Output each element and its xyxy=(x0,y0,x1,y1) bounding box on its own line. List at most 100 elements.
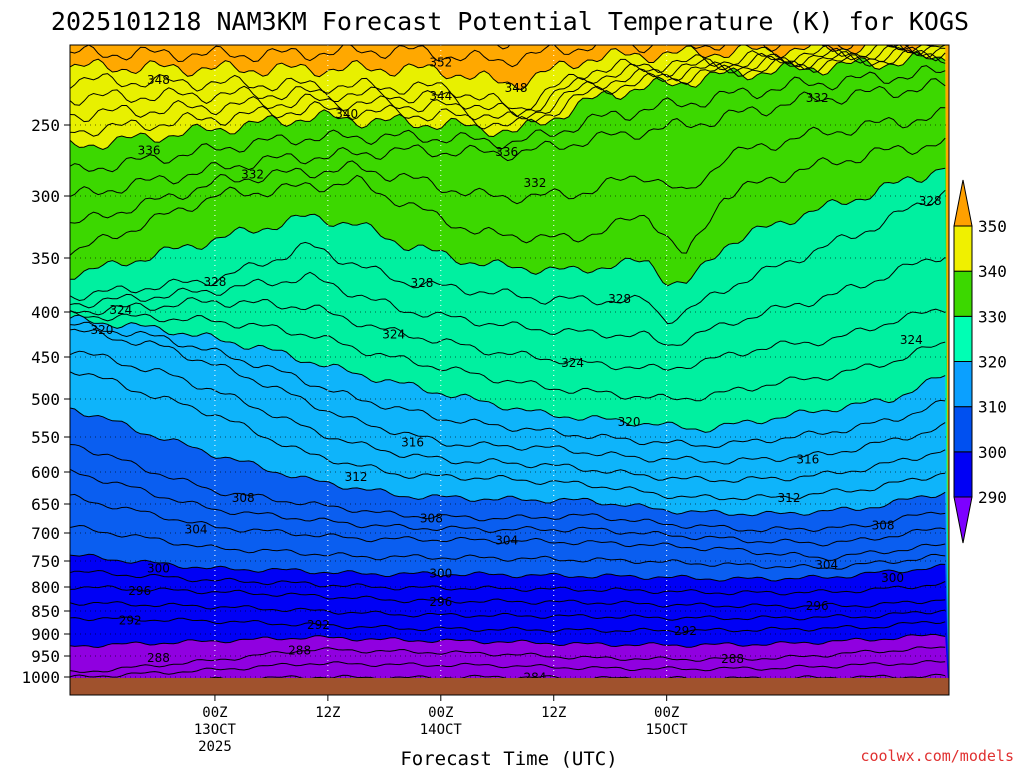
isotherm-label: 292 xyxy=(119,614,142,628)
isotherm-340 xyxy=(70,51,946,151)
isotherm-label-text: 304 xyxy=(815,558,838,572)
y-tick-label: 950 xyxy=(31,647,60,666)
x-axis-label: Forecast Time (UTC) xyxy=(400,748,617,768)
x-tick-label: 13OCT xyxy=(194,722,237,738)
band-280k xyxy=(70,634,948,678)
isotherm-306 xyxy=(70,468,946,547)
isotherm-labels: 352 348 348 344 340 336 336 332 332 332 328 328 328 3… xyxy=(91,56,942,684)
isotherm-label: 308 xyxy=(232,491,255,505)
plot-frame xyxy=(69,44,950,696)
isotherm-label: 292 xyxy=(674,624,697,638)
isotherm-label-text: 300 xyxy=(147,561,170,575)
isotherm-label: 348 xyxy=(505,81,528,95)
isotherm-label: 300 xyxy=(881,571,904,585)
isotherm-label: 320 xyxy=(91,323,114,337)
isotherm-294 xyxy=(70,601,946,621)
isotherm-342 xyxy=(70,49,946,137)
y-tick-label: 400 xyxy=(31,303,60,322)
isotherm-312 xyxy=(70,371,946,501)
y-tick-label: 850 xyxy=(31,602,60,621)
credit-link[interactable]: coolwx.com/models xyxy=(860,747,1014,765)
isotherm-label-text: 324 xyxy=(561,356,584,370)
isotherm-label: 288 xyxy=(721,652,744,666)
isotherm-298 xyxy=(70,569,946,596)
isotherm-label-text: 312 xyxy=(345,470,368,484)
isotherm-336 xyxy=(70,78,946,197)
isotherm-label: 308 xyxy=(872,518,895,532)
colorbar-swatch xyxy=(953,315,973,363)
isotherm-348 xyxy=(70,45,946,110)
x-tick-label: 00Z xyxy=(428,705,453,721)
x-tick-label: 12Z xyxy=(541,705,566,721)
isotherm-label-text: 292 xyxy=(307,618,330,632)
isotherm-label-text: 348 xyxy=(505,81,528,95)
isotherm-label-text: 320 xyxy=(618,415,641,429)
isotherm-344 xyxy=(70,46,946,123)
y-tick-label: 500 xyxy=(31,390,60,409)
isotherm-label: 296 xyxy=(429,595,452,609)
isotherm-label-text: 304 xyxy=(495,533,518,547)
isotherm-label-text: 328 xyxy=(919,194,942,208)
isotherm-label-text: 296 xyxy=(429,595,452,609)
isotherm-334 xyxy=(70,107,946,224)
colorbar-swatch xyxy=(953,270,973,317)
isotherm-label: 332 xyxy=(806,91,829,105)
x-tick-label: 14OCT xyxy=(420,722,463,738)
isotherm-label: 284 xyxy=(523,670,546,684)
y-tick-label: 250 xyxy=(31,116,60,135)
isotherm-label-text: 308 xyxy=(872,518,895,532)
isotherm-label-text: 284 xyxy=(523,670,546,684)
colorbar-label: 310 xyxy=(978,398,1007,417)
isotherm-label: 312 xyxy=(778,491,801,505)
isotherm-290 xyxy=(70,633,946,649)
isotherm-label-text: 292 xyxy=(119,614,142,628)
x-tick-label: 00Z xyxy=(654,705,679,721)
isotherm-label-text: 316 xyxy=(796,452,819,466)
isotherm-316 xyxy=(70,328,946,465)
isotherm-308 xyxy=(70,444,946,533)
isotherm-label-text: 332 xyxy=(241,168,264,182)
isotherm-318 xyxy=(70,321,946,449)
isotherm-label: 316 xyxy=(401,436,424,450)
isotherm-302 xyxy=(70,524,946,570)
isotherm-354 xyxy=(496,45,511,50)
isotherm-label: 344 xyxy=(429,89,452,103)
y-tick-label: 600 xyxy=(31,463,60,482)
y-tick-label: 550 xyxy=(31,428,60,447)
isotherm-label: 328 xyxy=(608,292,631,306)
x-tick-label: 2025 xyxy=(198,739,232,755)
isotherm-label-text: 304 xyxy=(185,523,208,537)
isotherm-label: 332 xyxy=(241,168,264,182)
colorbar-label: 350 xyxy=(978,217,1007,236)
isotherm-label: 304 xyxy=(495,533,518,547)
isotherm-label: 304 xyxy=(815,558,838,572)
isotherm-label-text: 300 xyxy=(881,571,904,585)
isotherm-label-text: 288 xyxy=(721,652,744,666)
isotherm-label: 348 xyxy=(147,73,170,87)
isotherm-label-text: 320 xyxy=(91,323,114,337)
isotherm-label: 296 xyxy=(806,599,829,613)
isotherm-label-text: 328 xyxy=(608,292,631,306)
isotherm-label-text: 324 xyxy=(109,303,132,317)
isotherm-324 xyxy=(70,297,946,371)
colorbar-swatch xyxy=(953,406,973,453)
isotherm-label-text: 300 xyxy=(429,566,452,580)
isotherm-296 xyxy=(70,585,946,609)
isotherm-label: 336 xyxy=(138,144,161,158)
isotherm-350 xyxy=(70,45,936,91)
isotherm-label-text: 324 xyxy=(382,328,405,342)
isotherm-label-text: 296 xyxy=(806,599,829,613)
isotherm-label-text: 328 xyxy=(411,276,434,290)
y-tick-label: 1000 xyxy=(21,668,60,687)
isotherm-label: 300 xyxy=(147,561,170,575)
isotherm-label: 328 xyxy=(919,194,942,208)
isotherm-label-text: 336 xyxy=(138,144,161,158)
isotherm-label: 340 xyxy=(335,107,358,121)
ground-surface xyxy=(70,678,949,695)
colorbar-swatch xyxy=(953,361,973,408)
isotherm-label: 312 xyxy=(345,470,368,484)
colorbar-label: 330 xyxy=(978,307,1007,326)
isotherm-label-text: 288 xyxy=(147,651,170,665)
isotherm-label: 324 xyxy=(382,328,405,342)
